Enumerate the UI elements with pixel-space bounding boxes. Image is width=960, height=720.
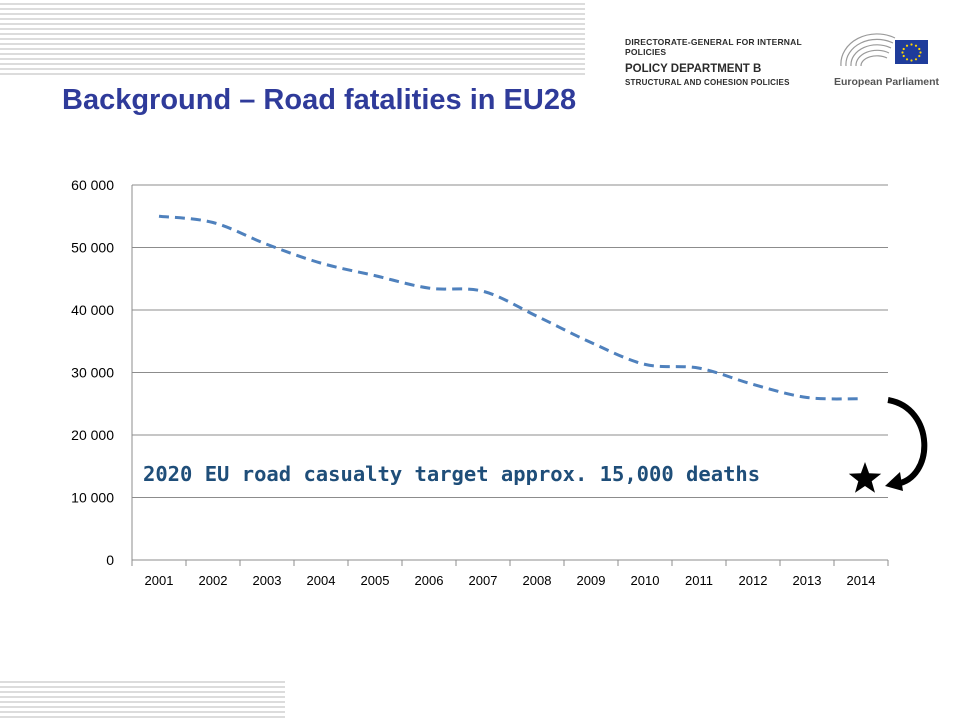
x-tick-label: 2012 [739,573,768,588]
slide-title: Background – Road fatalities in EU28 [62,84,577,116]
institution-name: European Parliament [834,76,940,88]
x-tick-label: 2009 [577,573,606,588]
x-tick-label: 2006 [415,573,444,588]
chart-series [158,214,862,401]
x-tick-label: 2011 [685,573,713,588]
series-line [158,214,862,401]
x-tick-label: 2007 [469,573,498,588]
chart-markers [848,397,928,493]
x-tick-label: 2002 [199,573,228,588]
department-label: POLICY DEPARTMENT B [625,63,762,75]
y-tick-label: 0 [106,552,114,568]
chart-gridlines [131,184,889,566]
curved-arrow [887,397,928,487]
x-tick-label: 2008 [523,573,552,588]
star-icon [848,462,882,493]
y-tick-label: 30 000 [71,365,114,381]
european-parliament-logo [840,33,928,67]
department-block: DIRECTORATE-GENERAL FOR INTERNAL POLICIE… [625,37,825,87]
x-axis-tick-labels: 2001 2002 2003 2004 2005 2006 2007 2008 2009 2010… [145,573,876,588]
department-subtitle: STRUCTURAL AND COHESION POLICIES [625,78,790,87]
x-tick-label: 2005 [361,573,390,588]
y-tick-label: 60 000 [71,177,114,193]
x-tick-label: 2001 [145,573,174,588]
x-tick-label: 2004 [307,573,336,588]
header-stripes [0,0,585,78]
y-tick-label: 20 000 [71,427,114,443]
y-tick-label: 50 000 [71,240,114,256]
arrow-head [885,472,903,491]
y-axis-tick-labels: 0 10 000 20 000 30 000 40 000 50 000 60 000 [71,177,114,568]
y-tick-label: 40 000 [71,302,114,318]
x-tick-label: 2003 [253,573,282,588]
x-tick-label: 2014 [847,573,876,588]
y-tick-label: 10 000 [71,490,114,506]
target-annotation: 2020 EU road casualty target approx. 15,… [143,462,761,486]
directorate-label: DIRECTORATE-GENERAL FOR INTERNAL POLICIE… [625,37,802,57]
footer-stripes [0,678,285,720]
x-tick-label: 2013 [793,573,822,588]
x-tick-label: 2010 [631,573,660,588]
